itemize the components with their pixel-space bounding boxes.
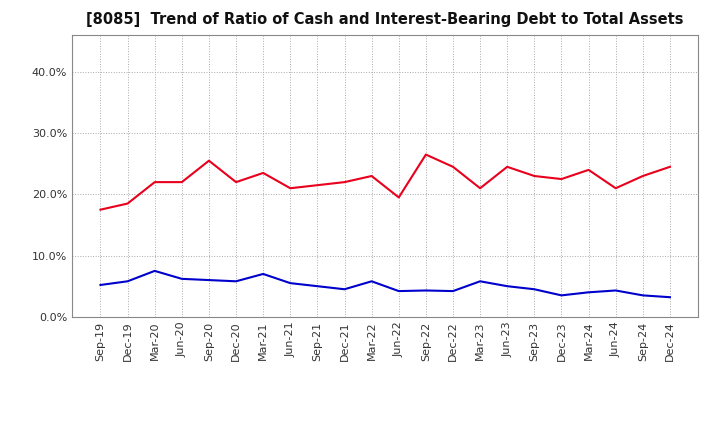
Interest-Bearing Debt (341, 286, 349, 292)
Interest-Bearing Debt (232, 279, 240, 284)
Interest-Bearing Debt (367, 279, 376, 284)
Cash (421, 152, 430, 157)
Interest-Bearing Debt (395, 289, 403, 294)
Cash (367, 173, 376, 179)
Cash (232, 180, 240, 185)
Interest-Bearing Debt (449, 289, 457, 294)
Cash (395, 195, 403, 200)
Interest-Bearing Debt (421, 288, 430, 293)
Interest-Bearing Debt (503, 283, 511, 289)
Interest-Bearing Debt (639, 293, 647, 298)
Interest-Bearing Debt (150, 268, 159, 274)
Cash (150, 180, 159, 185)
Interest-Bearing Debt (530, 286, 539, 292)
Line: Interest-Bearing Debt: Interest-Bearing Debt (101, 271, 670, 297)
Cash (584, 167, 593, 172)
Interest-Bearing Debt (611, 288, 620, 293)
Interest-Bearing Debt (584, 290, 593, 295)
Cash (178, 180, 186, 185)
Cash (286, 186, 294, 191)
Line: Cash: Cash (101, 154, 670, 210)
Cash (259, 170, 268, 176)
Cash (503, 164, 511, 169)
Cash (557, 176, 566, 182)
Cash (96, 207, 105, 213)
Interest-Bearing Debt (96, 282, 105, 288)
Interest-Bearing Debt (665, 294, 674, 300)
Cash (476, 186, 485, 191)
Cash (611, 186, 620, 191)
Cash (341, 180, 349, 185)
Cash (639, 173, 647, 179)
Interest-Bearing Debt (204, 278, 213, 283)
Cash (530, 173, 539, 179)
Interest-Bearing Debt (313, 283, 322, 289)
Interest-Bearing Debt (286, 280, 294, 286)
Cash (313, 183, 322, 188)
Cash (449, 164, 457, 169)
Title: [8085]  Trend of Ratio of Cash and Interest-Bearing Debt to Total Assets: [8085] Trend of Ratio of Cash and Intere… (86, 12, 684, 27)
Interest-Bearing Debt (178, 276, 186, 282)
Cash (123, 201, 132, 206)
Interest-Bearing Debt (476, 279, 485, 284)
Interest-Bearing Debt (259, 271, 268, 277)
Cash (204, 158, 213, 163)
Interest-Bearing Debt (557, 293, 566, 298)
Interest-Bearing Debt (123, 279, 132, 284)
Cash (665, 164, 674, 169)
